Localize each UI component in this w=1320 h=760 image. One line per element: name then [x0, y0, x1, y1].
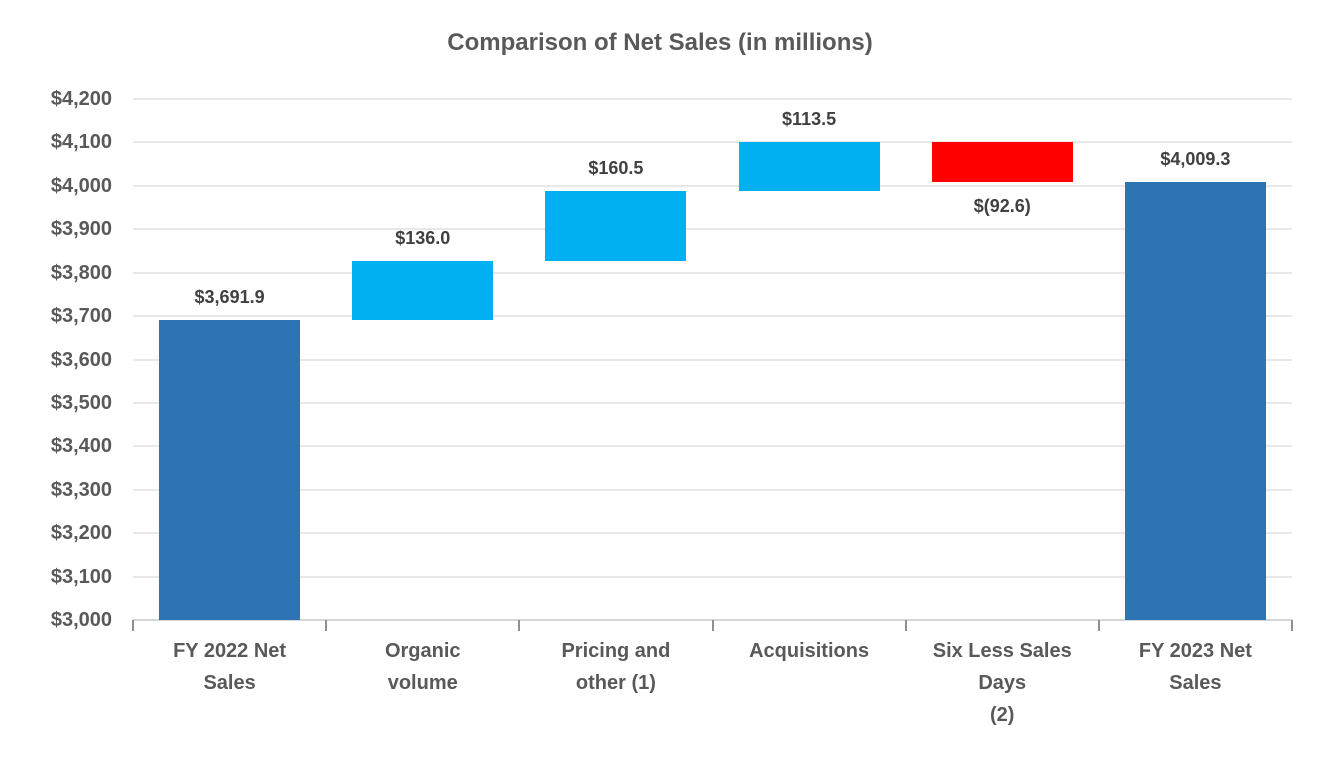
category-label: FY 2022 Net Sales: [133, 635, 326, 699]
category-label-line: (2): [990, 704, 1015, 726]
y-axis-tick-label: $4,000: [50, 174, 112, 197]
x-axis-tick: [518, 620, 521, 631]
waterfall-bar: [1124, 181, 1266, 620]
category-label-line: Acquisitions: [749, 640, 870, 662]
gridline: [133, 184, 1292, 187]
gridline: [133, 98, 1292, 100]
chart-title: Comparison of Net Sales (in millions): [447, 29, 873, 56]
category-label: Six Less Sales Days (2): [906, 635, 1099, 731]
gridline: [133, 532, 1292, 535]
x-axis-tick: [904, 620, 907, 631]
gridline: [133, 401, 1292, 404]
y-axis-tick-label: $4,100: [50, 131, 112, 154]
category-label: Acquisitions: [713, 635, 906, 667]
gridline: [133, 358, 1292, 361]
category-label-line: Sales: [1169, 672, 1222, 694]
waterfall-bar: [931, 141, 1073, 182]
x-axis-tick: [1291, 620, 1293, 631]
category-label-line: Sales: [203, 672, 256, 694]
gridline: [133, 575, 1292, 578]
y-axis-tick-label: $3,000: [50, 609, 112, 631]
plot-area: $3,691.9 $136.0 $160.5 $113.5 $(92.6) $4,009.…: [133, 98, 1292, 621]
y-axis-tick-label: $3,700: [50, 305, 112, 328]
y-axis-tick-label: $3,300: [50, 478, 112, 501]
y-axis-tick-label: $3,800: [50, 261, 112, 284]
gridline: [133, 488, 1292, 491]
y-axis-tick-label: $3,600: [50, 348, 112, 371]
category-label: Pricing and other (1): [519, 635, 712, 699]
waterfall-bar: [352, 260, 494, 320]
category-label-line: FY 2022 Net: [173, 640, 287, 662]
bar-value-label: $136.0: [395, 227, 451, 248]
category-label: FY 2023 Net Sales: [1099, 635, 1292, 699]
bar-value-label: $(92.6): [973, 195, 1031, 216]
gridline: [133, 228, 1292, 231]
category-label: Organic volume: [326, 635, 519, 699]
y-axis-tick-label: $3,100: [50, 565, 112, 588]
x-axis-tick: [325, 620, 328, 631]
category-label-line: volume: [387, 672, 458, 694]
category-label-line: FY 2023 Net: [1138, 640, 1252, 662]
y-axis-tick-label: $3,400: [50, 435, 112, 458]
x-axis-tick: [132, 620, 134, 631]
waterfall-bar: [159, 319, 301, 620]
category-label-line: Days: [978, 672, 1027, 694]
bar-value-label: $4,009.3: [1160, 148, 1231, 169]
x-axis-tick: [1097, 620, 1100, 631]
waterfall-bar: [545, 190, 687, 261]
y-axis-tick-label: $3,500: [50, 391, 112, 414]
category-label-line: Pricing and: [561, 640, 671, 662]
y-axis-tick-label: $3,200: [50, 522, 112, 545]
y-axis-tick-label: $4,200: [50, 88, 112, 110]
gridline: [133, 141, 1292, 144]
y-axis-tick-label: $3,900: [50, 218, 112, 241]
bar-value-label: $160.5: [588, 157, 644, 178]
waterfall-bar: [738, 141, 880, 191]
category-label-line: other (1): [575, 672, 656, 694]
category-label-line: Six Less Sales: [932, 640, 1072, 662]
x-axis-tick: [711, 620, 714, 631]
gridline: [133, 315, 1292, 318]
gridline: [133, 271, 1292, 274]
category-label-line: Organic: [384, 640, 461, 662]
bar-value-label: $3,691.9: [194, 286, 265, 307]
bar-value-label: $113.5: [782, 108, 837, 129]
gridline: [133, 445, 1292, 448]
